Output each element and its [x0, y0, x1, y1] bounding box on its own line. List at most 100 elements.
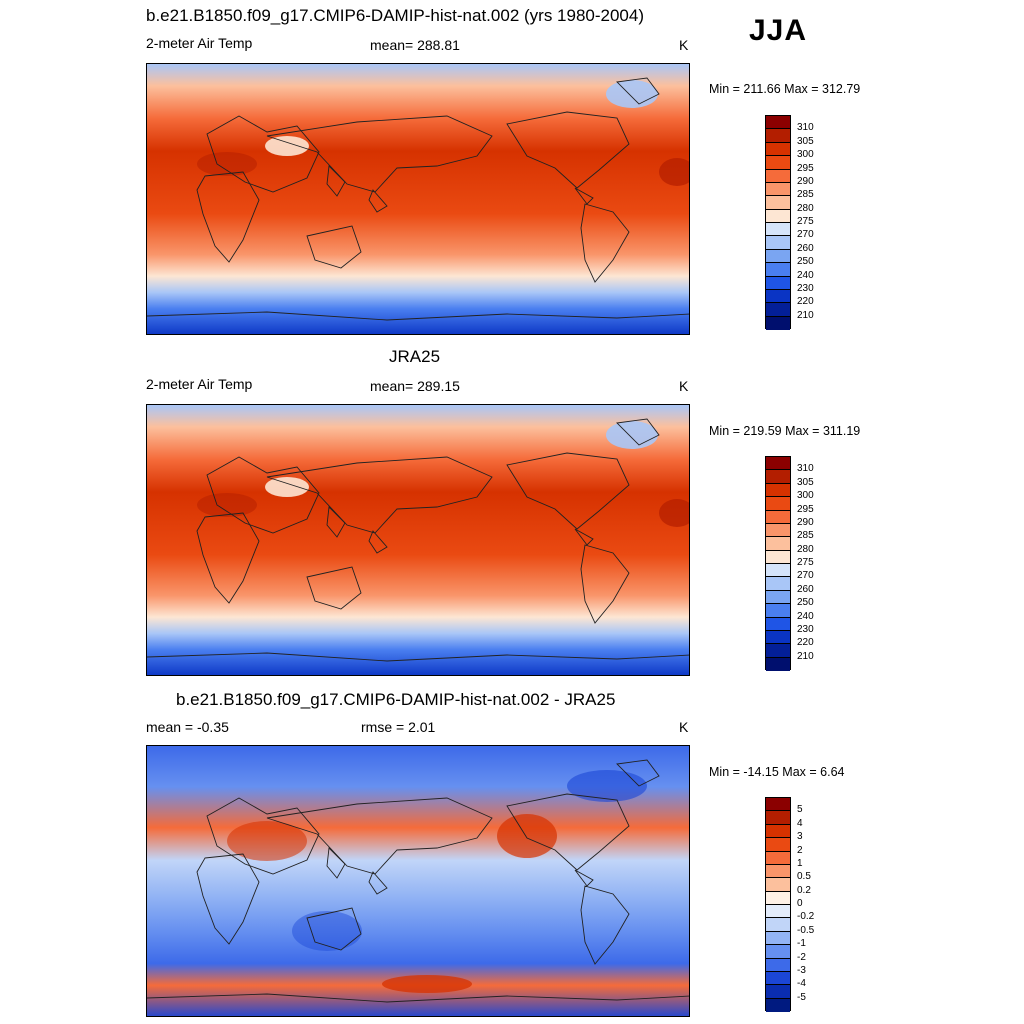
colorbar-tick-label: 240	[797, 610, 814, 622]
colorbar-tick-label: 1	[797, 857, 803, 869]
colorbar-swatch	[766, 116, 790, 130]
panel2-units: K	[679, 378, 689, 394]
panel1-map	[146, 63, 690, 335]
colorbar-swatch	[766, 905, 790, 919]
colorbar-swatch	[766, 878, 790, 892]
colorbar-tick-label: 210	[797, 309, 814, 321]
panel3-minmax: Min = -14.15 Max = 6.64	[709, 765, 845, 779]
colorbar-swatch	[766, 169, 790, 183]
panel1-minmax: Min = 211.66 Max = 312.79	[709, 82, 861, 96]
colorbar-swatch	[766, 156, 790, 170]
colorbar-tick-label: 270	[797, 570, 814, 582]
colorbar-tick-label: 2	[797, 844, 803, 856]
colorbar-tick-label: 4	[797, 817, 803, 829]
colorbar-swatch	[766, 657, 790, 671]
colorbar-tick-label: 0.5	[797, 871, 811, 883]
panel1-units: K	[679, 37, 689, 53]
colorbar-swatch	[766, 945, 790, 959]
colorbar-tick-label: 280	[797, 543, 814, 555]
colorbar-tick-label: 220	[797, 637, 814, 649]
colorbar-swatch	[766, 811, 790, 825]
colorbar-tick-label: 290	[797, 175, 814, 187]
colorbar-tick-label: 280	[797, 202, 814, 214]
panel3-rmse: rmse = 2.01	[361, 719, 436, 735]
panel1-mean: mean= 288.81	[370, 37, 460, 53]
panel2-variable: 2-meter Air Temp	[146, 376, 253, 392]
colorbar-swatch	[766, 142, 790, 157]
colorbar-swatch	[766, 289, 790, 304]
colorbar-tick-label: 220	[797, 296, 814, 308]
colorbar-swatch	[766, 958, 790, 972]
colorbar-tick-label: 275	[797, 557, 814, 568]
colorbar-swatch	[766, 182, 790, 197]
panel1-map-svg	[147, 64, 689, 334]
colorbar-swatch	[766, 644, 790, 658]
colorbar-swatch	[766, 550, 790, 564]
colorbar-swatch	[766, 537, 790, 551]
colorbar-swatch	[766, 824, 790, 839]
colorbar-swatch	[766, 985, 790, 999]
colorbar-tick-label: 305	[797, 476, 814, 488]
colorbar-tick-label: -1	[797, 938, 806, 950]
colorbar-tick-label: 275	[797, 216, 814, 227]
colorbar-swatch	[766, 316, 790, 330]
colorbar-swatch	[766, 196, 790, 210]
colorbar-swatch	[766, 590, 790, 605]
colorbar-tick-label: -3	[797, 964, 806, 976]
panel2-mean: mean= 289.15	[370, 378, 460, 394]
colorbar-tick-label: 285	[797, 189, 814, 201]
colorbar-tick-label: 230	[797, 623, 814, 635]
colorbar-tick-label: -4	[797, 978, 806, 990]
colorbar-tick-label: 260	[797, 583, 814, 595]
panel3-units: K	[679, 719, 689, 735]
panel3-map-svg	[147, 746, 689, 1016]
colorbar-tick-label: 300	[797, 490, 814, 502]
colorbar-tick-label: -0.2	[797, 911, 815, 923]
colorbar-tick-label: 5	[797, 804, 803, 816]
colorbar-swatch	[766, 470, 790, 484]
colorbar-swatch	[766, 236, 790, 250]
colorbar-swatch	[766, 510, 790, 524]
colorbar-swatch	[766, 249, 790, 264]
panel1-colorbar	[765, 115, 791, 330]
panel2-title: JRA25	[389, 347, 441, 366]
colorbar-swatch	[766, 523, 790, 538]
panel3-mean: mean = -0.35	[146, 719, 229, 735]
colorbar-tick-label: 250	[797, 256, 814, 268]
colorbar-swatch	[766, 864, 790, 879]
season-label: JJA	[749, 14, 808, 47]
colorbar-tick-label: 250	[797, 597, 814, 609]
colorbar-swatch	[766, 577, 790, 591]
colorbar-tick-label: 260	[797, 242, 814, 254]
panel1-title: b.e21.B1850.f09_g17.CMIP6-DAMIP-hist-nat…	[146, 6, 644, 25]
colorbar-swatch	[766, 998, 790, 1012]
colorbar-tick-label: -5	[797, 991, 806, 1003]
colorbar-swatch	[766, 564, 790, 578]
colorbar-swatch	[766, 223, 790, 237]
colorbar-swatch	[766, 630, 790, 645]
colorbar-tick-label: 305	[797, 135, 814, 147]
colorbar-tick-label: 3	[797, 831, 803, 843]
colorbar-swatch	[766, 918, 790, 932]
colorbar-swatch	[766, 303, 790, 317]
panel2-minmax: Min = 219.59 Max = 311.19	[709, 424, 861, 438]
colorbar-swatch	[766, 851, 790, 865]
colorbar-swatch	[766, 971, 790, 986]
colorbar-swatch	[766, 798, 790, 812]
colorbar-tick-label: 0.2	[797, 884, 811, 896]
colorbar-swatch	[766, 483, 790, 498]
colorbar-tick-label: -0.5	[797, 924, 815, 936]
colorbar-tick-label: 310	[797, 122, 814, 134]
colorbar-tick-label: 300	[797, 149, 814, 161]
panel3-map	[146, 745, 690, 1017]
colorbar-swatch	[766, 276, 790, 290]
colorbar-swatch	[766, 931, 790, 946]
colorbar-swatch	[766, 129, 790, 143]
panel3-colorbar	[765, 797, 791, 1012]
colorbar-tick-label: 210	[797, 650, 814, 662]
colorbar-tick-label: 240	[797, 269, 814, 281]
colorbar-tick-label: 310	[797, 463, 814, 475]
panel3-title: b.e21.B1850.f09_g17.CMIP6-DAMIP-hist-nat…	[176, 690, 616, 709]
colorbar-swatch	[766, 838, 790, 852]
colorbar-swatch	[766, 617, 790, 631]
